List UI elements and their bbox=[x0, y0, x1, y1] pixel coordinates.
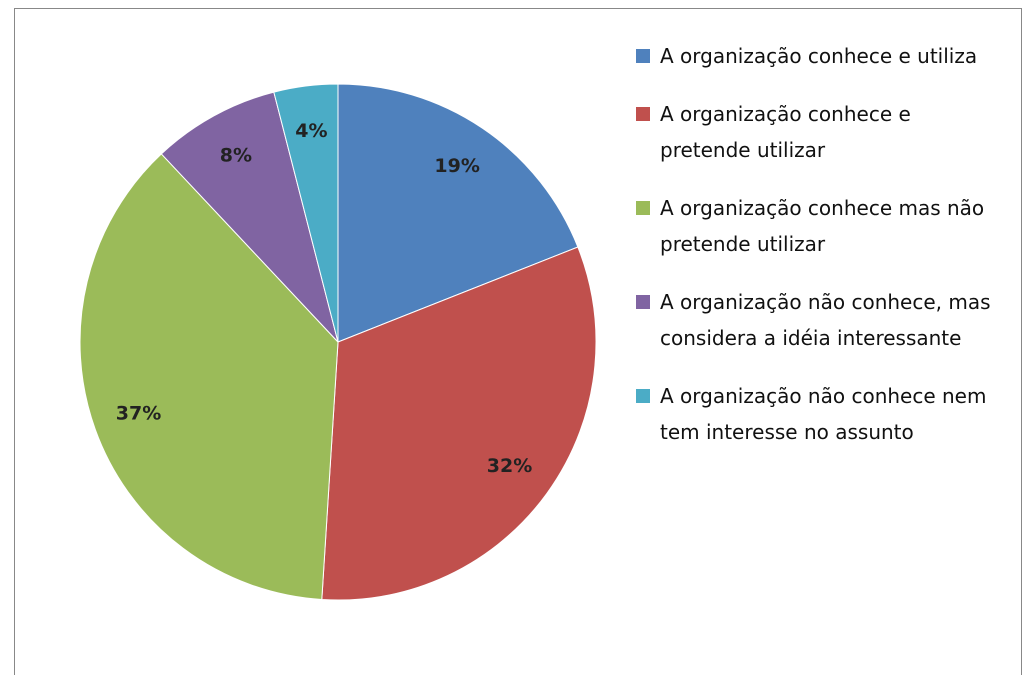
data-label: 19% bbox=[434, 155, 479, 177]
legend-swatch bbox=[636, 49, 650, 63]
legend-label: A organização conhece e utiliza bbox=[660, 44, 978, 68]
legend: A organização conhece e utiliza A organiz… bbox=[636, 38, 996, 450]
data-label: 4% bbox=[295, 120, 327, 142]
legend-item: A organização não conhece, mas considera… bbox=[636, 284, 996, 356]
legend-label: A organização não conhece, mas considera… bbox=[660, 290, 991, 350]
data-label: 32% bbox=[487, 455, 532, 477]
legend-item: A organização conhece mas não pretende u… bbox=[636, 190, 996, 262]
legend-item: A organização conhece e utiliza bbox=[636, 38, 996, 74]
legend-swatch bbox=[636, 295, 650, 309]
legend-label: A organização conhece e pretende utiliza… bbox=[660, 102, 911, 162]
data-label: 8% bbox=[220, 145, 252, 167]
pie-slice bbox=[321, 246, 597, 601]
legend-label: A organização conhece mas não pretende u… bbox=[660, 196, 985, 256]
data-label: 37% bbox=[116, 402, 161, 424]
legend-swatch bbox=[636, 389, 650, 403]
pie-slice bbox=[160, 91, 339, 343]
pie-slice bbox=[79, 153, 339, 601]
legend-item: A organização conhece e pretende utiliza… bbox=[636, 96, 996, 168]
legend-swatch bbox=[636, 201, 650, 215]
pie-slice bbox=[273, 83, 339, 343]
pie-slice bbox=[337, 83, 579, 343]
legend-swatch bbox=[636, 107, 650, 121]
legend-item: A organização não conhece nem tem intere… bbox=[636, 378, 996, 450]
legend-label: A organização não conhece nem tem intere… bbox=[660, 384, 987, 444]
